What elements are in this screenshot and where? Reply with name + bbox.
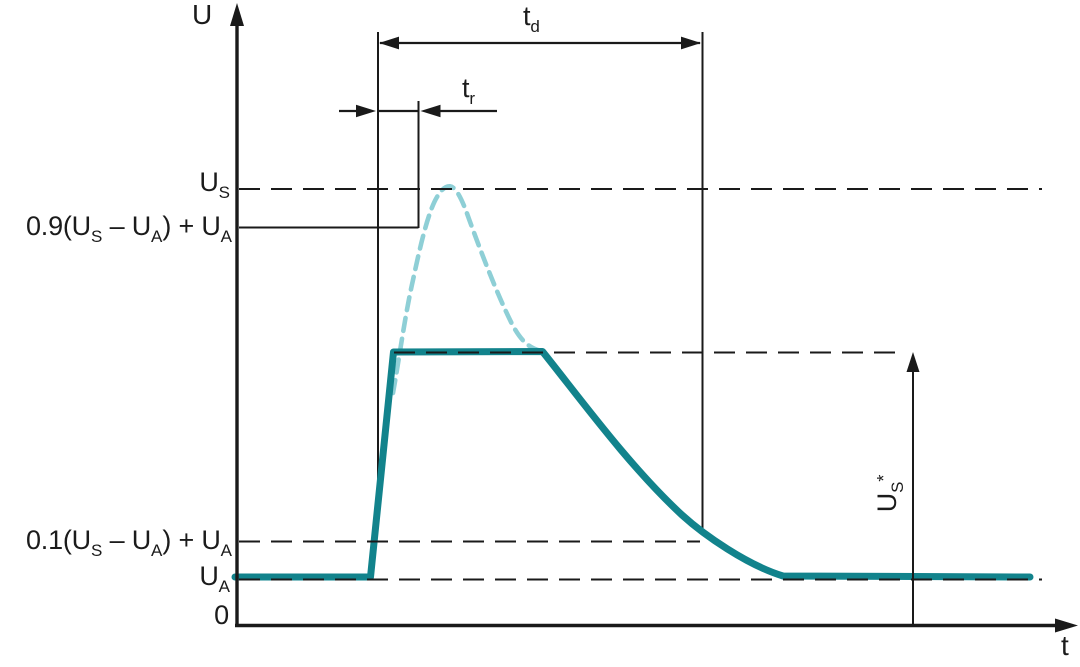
pulse-solid-curve — [231, 348, 1034, 581]
us-level-label-sub: S — [218, 183, 230, 202]
ua-level-label: UA — [199, 561, 230, 595]
ua-level-label-main: U — [199, 561, 219, 591]
level-09-part: ) + U — [162, 211, 221, 241]
x-axis-label: t — [1061, 630, 1069, 661]
tr-label-main: t — [462, 73, 470, 103]
pulse-peak-dashed-curve — [390, 184, 546, 396]
level-09-sub: A — [151, 227, 163, 246]
level-01-sub: A — [151, 541, 163, 560]
level-01-sub: S — [90, 541, 103, 560]
tr-label-sub: r — [469, 89, 475, 108]
level-09-label: 0.9(US – UA) + UA — [25, 211, 232, 245]
level-09-part: – U — [102, 211, 152, 241]
level-01-part: – U — [102, 525, 152, 555]
us-star-label: US* — [856, 462, 920, 524]
level-01-label: 0.1(US – UA) + UA — [25, 525, 232, 559]
us-star-label-sub: S — [888, 481, 908, 493]
td-left-arrowhead-icon — [379, 36, 399, 50]
level-01-part: ) + U — [162, 525, 221, 555]
us-star-up-arrowhead-icon — [906, 352, 920, 372]
level-09-sub: A — [220, 227, 232, 246]
us-star-label-sup: * — [874, 474, 895, 482]
y-axis-label: U — [192, 0, 212, 30]
level-09-sub: S — [90, 227, 103, 246]
x-axis-arrowhead-icon — [1055, 618, 1078, 633]
level-01-sub: A — [220, 541, 232, 560]
td-label-main: t — [523, 1, 531, 31]
origin-label-text: 0 — [214, 600, 229, 630]
td-right-arrowhead-icon — [681, 36, 701, 50]
tr-left-arrowhead-icon — [356, 104, 376, 118]
td-label: td — [523, 1, 540, 35]
us-star-label-main: U — [872, 492, 903, 512]
us-star-label-inner: US* — [872, 474, 908, 512]
level-09-part: 0.9(U — [25, 211, 91, 241]
td-label-sub: d — [530, 17, 540, 36]
origin-label: 0 — [214, 600, 229, 631]
ua-level-label-sub: A — [218, 577, 230, 596]
us-level-label: US — [199, 167, 230, 201]
us-level-label-main: U — [199, 167, 219, 197]
y-axis-arrowhead-icon — [230, 3, 244, 26]
tr-dimension — [339, 104, 497, 118]
x-axis-label-text: t — [1061, 630, 1069, 661]
axes — [230, 3, 1078, 633]
reference-dashed-lines — [239, 188, 1042, 581]
tr-right-arrowhead-icon — [420, 104, 441, 118]
us-star-dimension — [906, 352, 920, 626]
tr-label: tr — [462, 73, 475, 107]
level-01-part: 0.1(U — [25, 525, 91, 555]
td-dimension — [379, 36, 701, 50]
y-axis-label-text: U — [192, 0, 213, 30]
